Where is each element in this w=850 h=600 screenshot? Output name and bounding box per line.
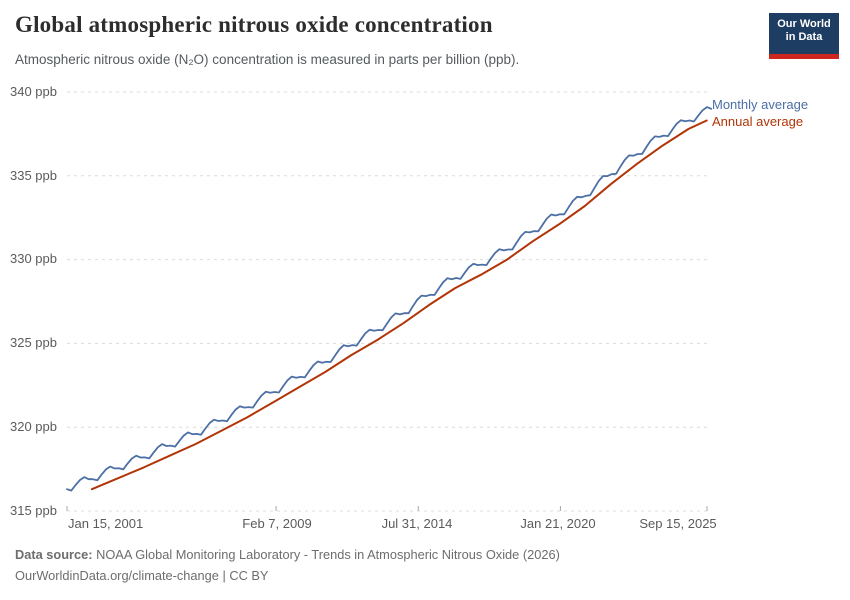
page-title: Global atmospheric nitrous oxide concent…: [15, 12, 493, 37]
x-axis-tick-label: Jan 15, 2001: [68, 516, 144, 531]
legend-item-annual-average[interactable]: Annual average: [712, 114, 804, 129]
y-axis-tick-label: 320 ppb: [10, 419, 57, 434]
series-line-annual-average[interactable]: [90, 119, 708, 491]
data-source-line: Data source: NOAA Global Monitoring Labo…: [15, 547, 560, 562]
owid-url-link[interactable]: OurWorldinData.org/climate-change: [15, 568, 219, 583]
y-axis-tick-label: 330 ppb: [10, 251, 57, 266]
x-axis-tick-label: Jul 31, 2014: [381, 516, 453, 531]
y-axis-tick-label: 340 ppb: [10, 84, 57, 99]
chart-subtitle: Atmospheric nitrous oxide (N₂O) concentr…: [15, 52, 520, 67]
y-axis-tick-label: 335 ppb: [10, 168, 57, 183]
x-axis-tick-label: Sep 15, 2025: [639, 516, 717, 531]
footer-separator: |: [218, 568, 230, 583]
owid-logo-line2: in Data: [785, 31, 823, 43]
x-axis-tick-label: Jan 21, 2020: [520, 516, 596, 531]
x-axis-tick-label: Feb 7, 2009: [242, 516, 312, 531]
y-axis-tick-label: 315 ppb: [10, 503, 57, 518]
license-link[interactable]: CC BY: [229, 568, 269, 583]
series-line-monthly-average[interactable]: [66, 106, 713, 492]
data-source-text: NOAA Global Monitoring Laboratory - Tren…: [92, 547, 560, 562]
legend-item-monthly-average[interactable]: Monthly average: [712, 97, 809, 112]
footer-links-line: OurWorldinData.org/climate-change | CC B…: [15, 568, 268, 583]
owid-logo[interactable]: Our World in Data: [769, 13, 839, 59]
data-source-label: Data source:: [15, 547, 93, 562]
owid-logo-line1: Our World: [777, 18, 831, 30]
y-axis-tick-label: 325 ppb: [10, 335, 57, 350]
